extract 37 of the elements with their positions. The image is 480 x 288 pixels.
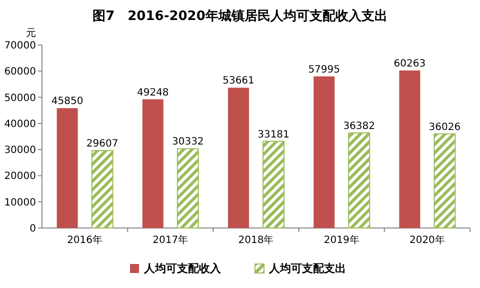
- data-label: 30332: [172, 136, 204, 148]
- data-label: 36382: [343, 120, 376, 132]
- x-tick-label: 2018年: [238, 234, 274, 246]
- y-tick-label: 10000: [4, 197, 36, 208]
- bar: [434, 133, 456, 228]
- x-tick-label: 2016年: [67, 234, 103, 246]
- data-label: 29607: [86, 138, 118, 150]
- x-tick-label: 2019年: [324, 234, 360, 246]
- bar: [348, 132, 370, 228]
- data-label: 53661: [222, 76, 254, 87]
- data-label: 49248: [136, 87, 169, 98]
- y-axis-title: 元: [26, 28, 36, 39]
- legend-label: 人均可支配支出: [268, 262, 346, 275]
- bar: [399, 70, 420, 228]
- bar: [91, 150, 114, 228]
- bar: [176, 148, 199, 228]
- y-tick-label: 40000: [4, 118, 36, 130]
- data-label: 57995: [308, 64, 340, 76]
- bar: [142, 99, 164, 228]
- x-tick-label: 2020年: [409, 234, 445, 246]
- data-label: 45850: [51, 96, 84, 108]
- data-label: 33181: [258, 129, 290, 140]
- bar: [228, 88, 249, 228]
- y-tick-label: 30000: [4, 145, 36, 156]
- y-tick-label: 70000: [4, 40, 36, 52]
- y-tick-label: 60000: [4, 66, 36, 78]
- bar: [262, 140, 284, 228]
- x-tick-label: 2017年: [152, 234, 188, 246]
- y-tick-label: 20000: [4, 171, 36, 182]
- data-label: 36026: [428, 122, 461, 133]
- bar: [56, 108, 78, 228]
- chart-title: 图7 2016-2020年城镇居民人均可支配收入支出: [92, 8, 388, 24]
- y-tick-label: 50000: [4, 92, 36, 104]
- y-tick-label: 0: [30, 224, 36, 234]
- legend-label: 人均可支配收入: [143, 262, 222, 275]
- bar: [314, 76, 335, 228]
- data-label: 60263: [394, 58, 426, 70]
